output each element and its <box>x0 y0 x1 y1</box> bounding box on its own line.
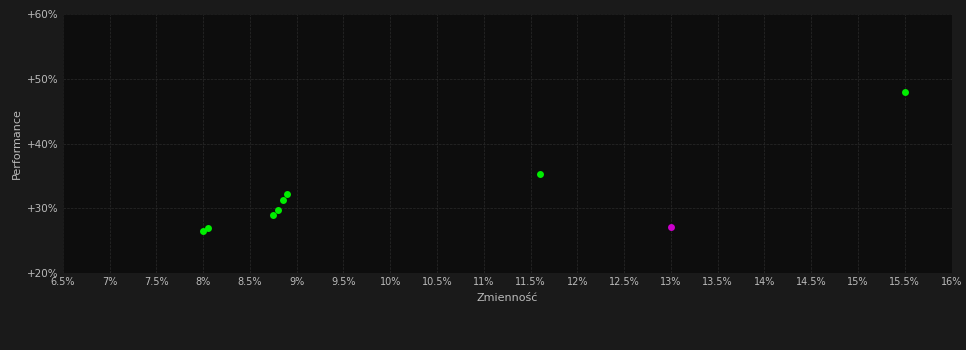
X-axis label: Zmienność: Zmienność <box>476 293 538 303</box>
Point <box>200 225 215 230</box>
Point <box>266 212 281 218</box>
Point <box>195 228 211 234</box>
Point <box>275 197 291 203</box>
Point <box>532 171 548 177</box>
Point <box>663 224 678 230</box>
Point <box>279 191 295 197</box>
Y-axis label: Performance: Performance <box>12 108 21 179</box>
Point <box>897 89 913 95</box>
Point <box>270 208 286 213</box>
